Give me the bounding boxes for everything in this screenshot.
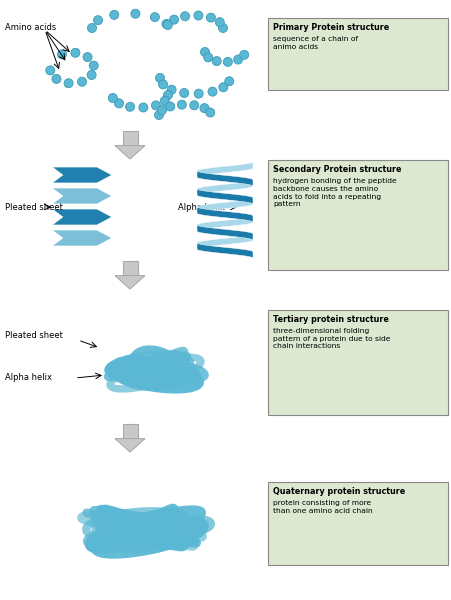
Circle shape bbox=[215, 17, 224, 26]
Circle shape bbox=[157, 106, 166, 115]
Circle shape bbox=[207, 13, 216, 22]
Polygon shape bbox=[115, 275, 145, 289]
Circle shape bbox=[218, 23, 227, 32]
Polygon shape bbox=[197, 225, 253, 240]
Polygon shape bbox=[123, 424, 138, 439]
Polygon shape bbox=[52, 230, 112, 246]
Circle shape bbox=[167, 85, 176, 94]
Circle shape bbox=[204, 53, 213, 62]
Polygon shape bbox=[115, 146, 145, 159]
Polygon shape bbox=[197, 243, 253, 258]
Circle shape bbox=[46, 66, 55, 75]
Circle shape bbox=[125, 102, 134, 111]
Circle shape bbox=[166, 102, 175, 111]
Circle shape bbox=[160, 97, 169, 106]
Circle shape bbox=[156, 73, 165, 82]
Polygon shape bbox=[197, 207, 253, 222]
Circle shape bbox=[155, 110, 164, 119]
Circle shape bbox=[177, 100, 186, 109]
Circle shape bbox=[87, 70, 96, 79]
Text: Alpha helix: Alpha helix bbox=[178, 202, 225, 211]
Circle shape bbox=[201, 47, 210, 56]
Circle shape bbox=[162, 19, 171, 28]
Circle shape bbox=[212, 56, 221, 65]
Text: sequence of a chain of
animo acids: sequence of a chain of animo acids bbox=[273, 36, 358, 50]
Text: three-dimensional folding
pattern of a protein due to side
chain interactions: three-dimensional folding pattern of a p… bbox=[273, 328, 391, 349]
Polygon shape bbox=[197, 162, 253, 177]
Polygon shape bbox=[123, 261, 138, 275]
Text: Amino acids: Amino acids bbox=[5, 23, 56, 32]
Polygon shape bbox=[197, 180, 253, 195]
Circle shape bbox=[152, 101, 161, 110]
Circle shape bbox=[225, 77, 234, 86]
Polygon shape bbox=[268, 160, 448, 270]
Circle shape bbox=[219, 83, 228, 92]
Text: Quaternary protein structure: Quaternary protein structure bbox=[273, 487, 405, 496]
Polygon shape bbox=[197, 189, 253, 204]
Circle shape bbox=[170, 15, 179, 24]
Circle shape bbox=[194, 11, 203, 20]
Text: Primary Protein structure: Primary Protein structure bbox=[273, 23, 389, 32]
Circle shape bbox=[164, 91, 172, 100]
Circle shape bbox=[115, 99, 124, 108]
Text: Pleated sheet: Pleated sheet bbox=[5, 331, 63, 340]
Text: Alpha helix: Alpha helix bbox=[5, 373, 52, 383]
Circle shape bbox=[190, 101, 199, 110]
Circle shape bbox=[87, 23, 97, 32]
Polygon shape bbox=[268, 18, 448, 90]
Polygon shape bbox=[197, 216, 253, 231]
Circle shape bbox=[180, 12, 189, 21]
Circle shape bbox=[200, 104, 209, 113]
Circle shape bbox=[208, 87, 217, 96]
Circle shape bbox=[89, 61, 98, 70]
Polygon shape bbox=[52, 167, 112, 183]
Polygon shape bbox=[197, 198, 253, 213]
Circle shape bbox=[206, 108, 215, 117]
Polygon shape bbox=[123, 131, 138, 146]
Circle shape bbox=[223, 58, 232, 67]
Circle shape bbox=[108, 94, 117, 103]
Circle shape bbox=[93, 16, 102, 25]
Circle shape bbox=[131, 9, 140, 18]
Text: hydrogen bonding of the peptide
backbone causes the amino
acids to fold into a r: hydrogen bonding of the peptide backbone… bbox=[273, 178, 396, 207]
Circle shape bbox=[139, 103, 148, 112]
Polygon shape bbox=[268, 482, 448, 565]
Circle shape bbox=[158, 80, 167, 89]
Polygon shape bbox=[268, 310, 448, 415]
Circle shape bbox=[78, 77, 87, 86]
Circle shape bbox=[150, 13, 159, 22]
Circle shape bbox=[239, 50, 249, 59]
Circle shape bbox=[57, 50, 66, 59]
Circle shape bbox=[64, 79, 73, 88]
Circle shape bbox=[52, 74, 61, 83]
Polygon shape bbox=[115, 439, 145, 452]
Circle shape bbox=[179, 88, 189, 97]
Polygon shape bbox=[52, 188, 112, 204]
Circle shape bbox=[163, 20, 172, 29]
Polygon shape bbox=[52, 209, 112, 225]
Circle shape bbox=[110, 10, 119, 19]
Circle shape bbox=[71, 48, 80, 57]
Text: Secondary Protein structure: Secondary Protein structure bbox=[273, 165, 401, 174]
Text: protein consisting of more
than one amino acid chain: protein consisting of more than one amin… bbox=[273, 500, 373, 514]
Circle shape bbox=[83, 53, 92, 62]
Circle shape bbox=[234, 55, 243, 64]
Polygon shape bbox=[197, 171, 253, 186]
Circle shape bbox=[194, 89, 203, 98]
Text: Pleated sheet: Pleated sheet bbox=[5, 202, 63, 211]
Text: Tertiary protein structure: Tertiary protein structure bbox=[273, 315, 389, 324]
Polygon shape bbox=[197, 234, 253, 249]
